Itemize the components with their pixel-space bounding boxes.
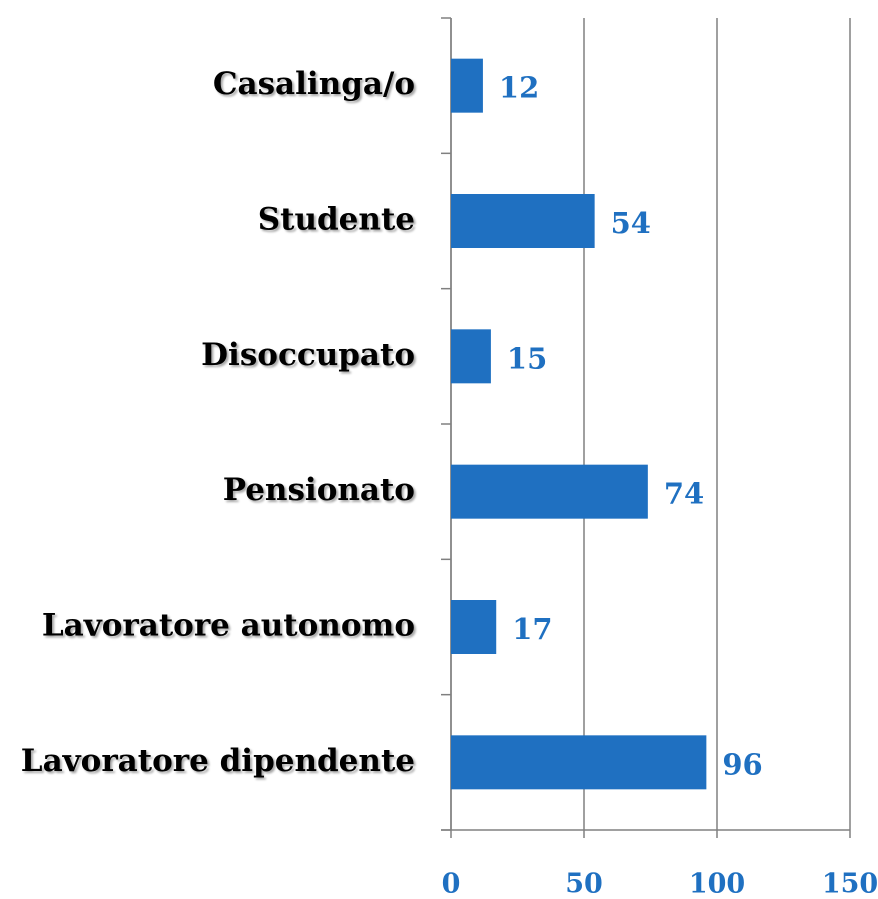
value-label: 17 <box>512 612 552 646</box>
x-tick-label: 100 <box>689 869 745 899</box>
category-label: Disoccupato <box>201 337 415 373</box>
category-label: Pensionato <box>223 472 415 508</box>
x-tick-label: 0 <box>442 869 461 899</box>
category-label: Studente <box>258 202 415 238</box>
bar <box>451 194 595 248</box>
value-label: 12 <box>499 71 539 105</box>
value-label: 15 <box>507 341 547 375</box>
x-tick-label: 150 <box>822 869 878 899</box>
value-label: 74 <box>664 477 704 511</box>
bar <box>451 600 497 654</box>
category-label: Lavoratore dipendente <box>21 743 415 779</box>
bar <box>451 464 648 519</box>
bar <box>451 58 483 113</box>
bar <box>451 329 491 384</box>
x-tick-label: 50 <box>565 869 603 899</box>
category-label: Casalinga/o <box>213 66 415 102</box>
value-label: 96 <box>722 747 762 781</box>
category-label: Lavoratore autonomo <box>42 608 415 644</box>
bar <box>451 735 707 790</box>
value-label: 54 <box>611 206 651 240</box>
